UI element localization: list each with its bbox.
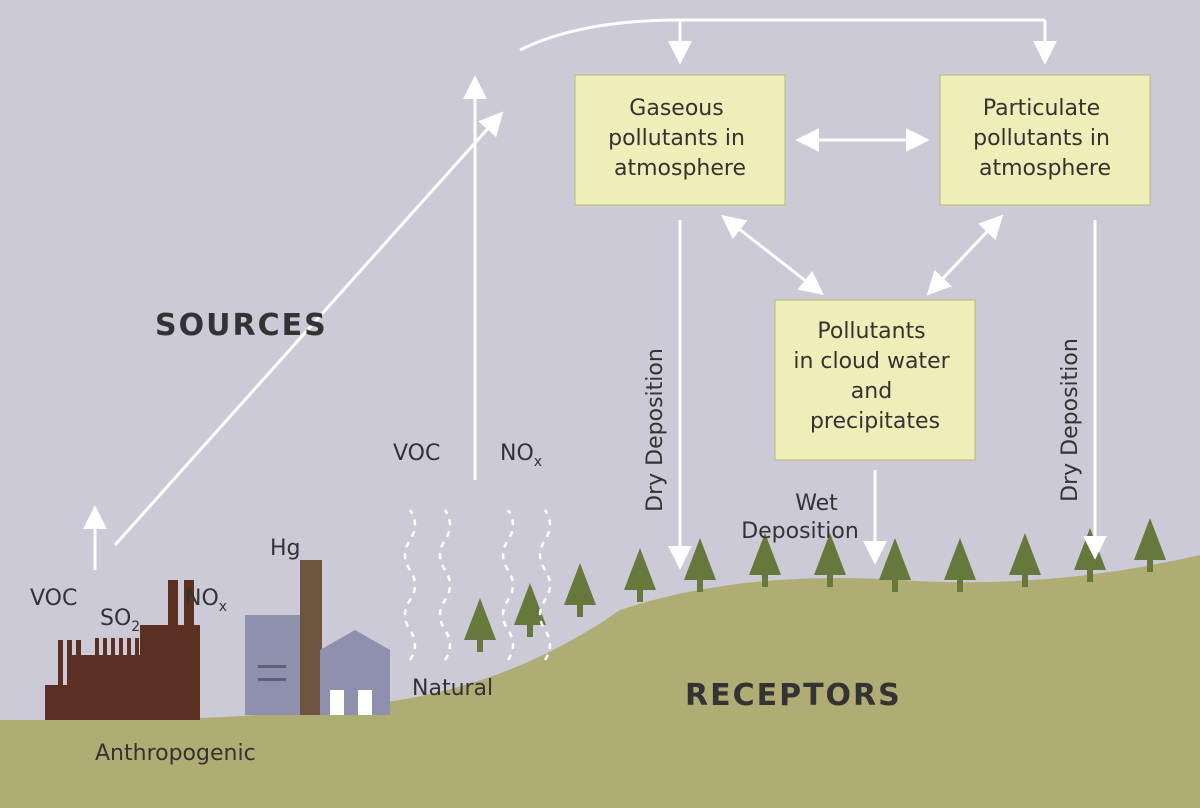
box-cloud: Pollutants in cloud water and precipitat… — [775, 300, 975, 460]
box-particulate: Particulate pollutants in atmosphere — [940, 75, 1150, 205]
box-gaseous-line2: pollutants in — [608, 126, 745, 151]
heading-sources: SOURCES — [155, 308, 328, 343]
box-gaseous-line1: Gaseous — [629, 96, 723, 121]
label-natural: Natural — [412, 676, 493, 701]
box-particulate-line1: Particulate — [983, 96, 1100, 121]
box-cloud-line3: and — [851, 379, 892, 404]
box-particulate-line3: atmosphere — [979, 156, 1111, 181]
svg-text:Gaseous pollutants in: Gaseous pollutants in atmosphere — [608, 96, 752, 181]
label-dry-deposition-1: Dry Deposition — [643, 348, 668, 512]
box-cloud-line2: in cloud water — [793, 349, 950, 374]
diagram-canvas: Gaseous pollutants in atmosphere Particu… — [0, 0, 1200, 808]
label-voc-anthro: VOC — [30, 586, 77, 611]
box-gaseous-line3: atmosphere — [614, 156, 746, 181]
heading-receptors: RECEPTORS — [685, 678, 902, 713]
box-cloud-line4: precipitates — [810, 409, 940, 434]
label-hg: Hg — [270, 536, 301, 561]
box-cloud-line1: Pollutants — [817, 319, 925, 344]
box-gaseous: Gaseous pollutants in atmosphere — [575, 75, 785, 205]
label-dry-deposition-2: Dry Deposition — [1058, 338, 1083, 502]
box-particulate-line2: pollutants in — [973, 126, 1110, 151]
label-anthropogenic: Anthropogenic — [95, 741, 256, 766]
label-voc-natural: VOC — [393, 441, 440, 466]
svg-text:Particulate pollutants i: Particulate pollutants in atmosphere — [973, 96, 1117, 181]
